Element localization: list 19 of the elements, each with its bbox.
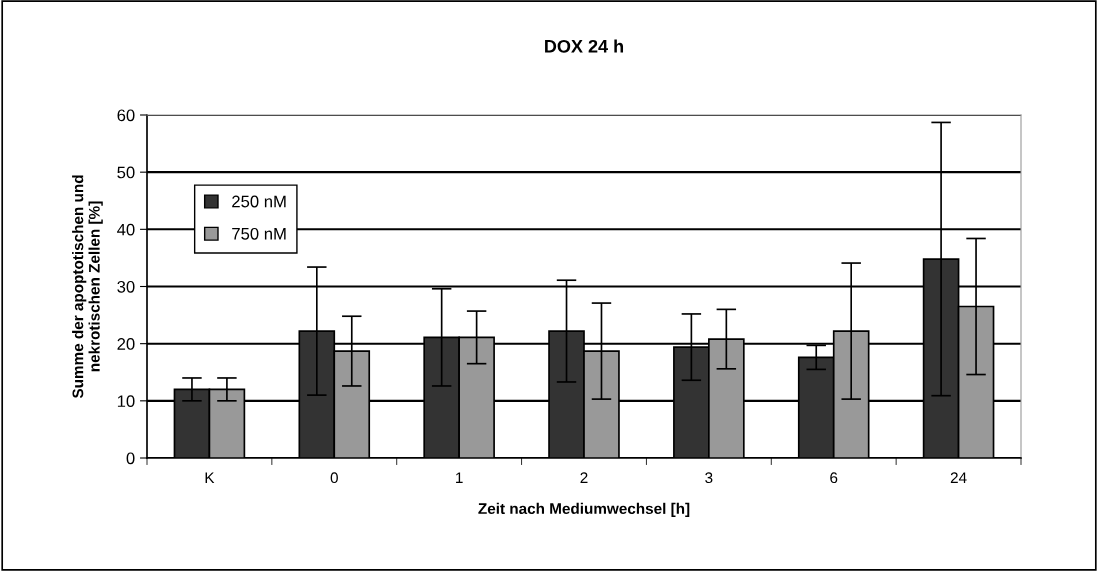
x-tick-label: 3 bbox=[705, 472, 713, 484]
y-tick-label: 20 bbox=[117, 338, 135, 350]
x-tick-label: 6 bbox=[830, 472, 838, 484]
y-tick-label: 40 bbox=[117, 223, 135, 236]
y-tick-label: 10 bbox=[117, 395, 135, 408]
y-tick-label: 60 bbox=[117, 109, 135, 122]
legend-label: 750 nM bbox=[232, 227, 286, 240]
x-axis-title: Zeit nach Mediumwechsel [h] bbox=[478, 502, 690, 518]
legend-label: 250 nM bbox=[232, 195, 286, 208]
chart-title: DOX 24 h bbox=[545, 39, 624, 53]
y-tick-label: 0 bbox=[126, 452, 135, 465]
x-tick-label: 24 bbox=[950, 472, 967, 483]
y-tick-label: 50 bbox=[117, 166, 135, 179]
x-tick-label: 0 bbox=[330, 472, 338, 484]
x-tick-label: K bbox=[205, 472, 215, 483]
y-axis-title: Summe der apoptotischen und nekrotischen Zellen [%] bbox=[72, 175, 103, 399]
x-tick-label: 1 bbox=[456, 472, 463, 483]
y-tick-label: 30 bbox=[117, 280, 135, 293]
x-tick-label: 2 bbox=[580, 472, 588, 483]
